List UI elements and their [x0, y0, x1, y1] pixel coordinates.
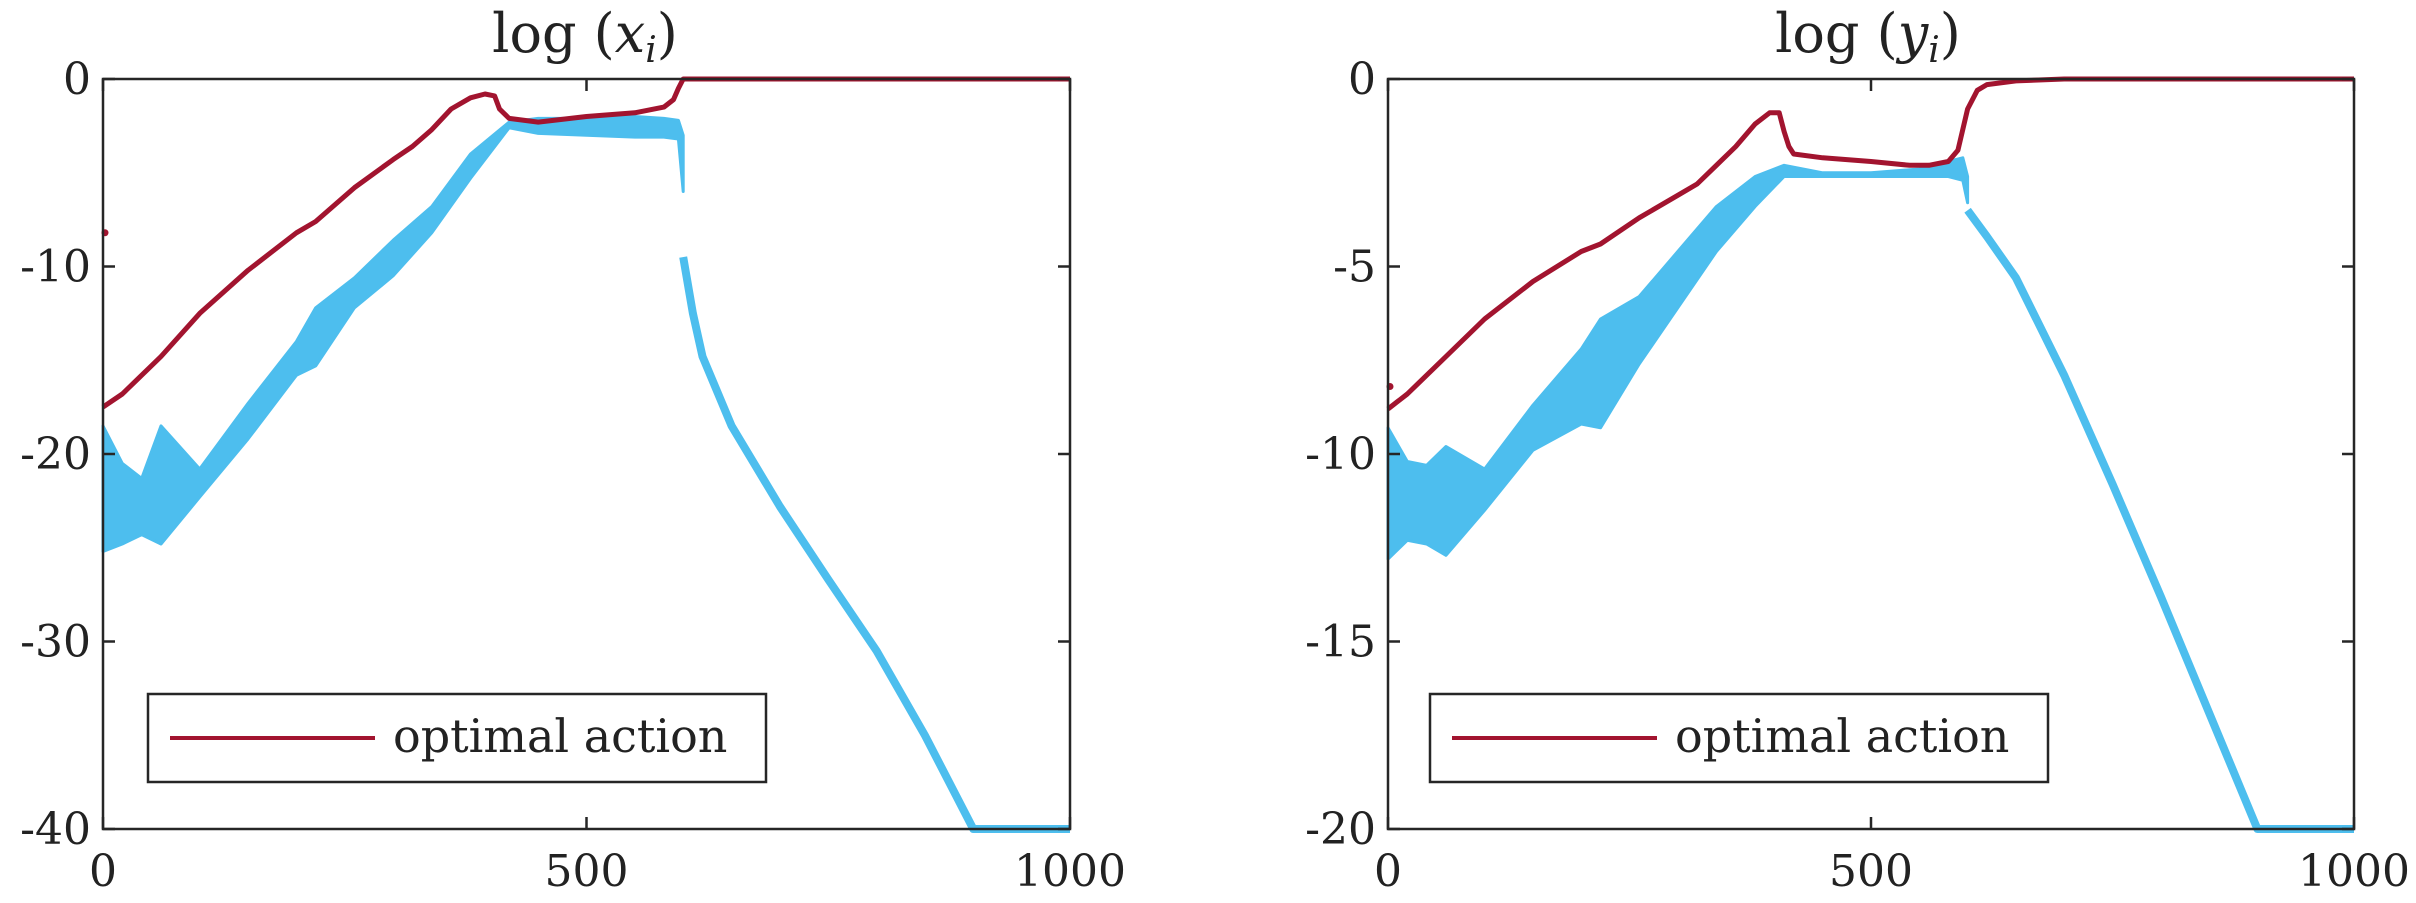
series-others-band-log-x	[101, 115, 685, 553]
y-tick-label-log-y-0: 0	[1348, 54, 1376, 105]
y-tick-label-log-x-4: -40	[20, 804, 91, 855]
x-tick-label-log-y-2: 1000	[2298, 846, 2410, 897]
y-tick-label-log-y-3: -15	[1305, 617, 1376, 668]
chart-panel-log-x: log (xi) 0-10-20-30-400 500 1000 optimal a…	[20, 2, 1126, 897]
y-tick-label-log-x-2: -20	[20, 429, 91, 480]
chart-title-log-y: log (yi)	[1775, 2, 1961, 71]
legend-label-optimal-log-x: optimal action	[393, 709, 727, 763]
y-tick-label-log-x-3: -30	[20, 617, 91, 668]
chart-panel-log-y: log (yi) 0-5-10-15-200 500 1000 optimal ac…	[1305, 2, 2410, 897]
series-others-band-log-y	[1386, 156, 1970, 561]
x-tick-label-log-y-0: 0	[1374, 846, 1402, 897]
y-tick-label-log-y-2: -10	[1305, 429, 1376, 480]
legend-log-x: optimal action	[146, 692, 768, 784]
x-tick-label-log-x-1: 500	[545, 846, 629, 897]
y-tick-label-log-x-0: 0	[63, 54, 91, 105]
x-tick-label-log-x-0: 0	[89, 846, 117, 897]
y-tick-label-log-y-4: -20	[1305, 804, 1376, 855]
ticks-log-x: 0-10-20-30-400 500 1000	[20, 54, 1126, 897]
legend-log-y: optimal action	[1428, 692, 2050, 784]
ticks-log-y: 0-5-10-15-200 500 1000	[1305, 54, 2410, 897]
chart-title-log-x: log (xi)	[492, 2, 678, 71]
series-optimal-action-log-y	[1386, 76, 2354, 411]
legend-label-optimal-log-y: optimal action	[1675, 709, 2009, 763]
x-tick-label-log-y-1: 500	[1829, 846, 1913, 897]
y-tick-label-log-x-1: -10	[20, 242, 91, 293]
y-tick-label-log-y-1: -5	[1333, 242, 1376, 293]
x-tick-label-log-x-2: 1000	[1014, 846, 1126, 897]
